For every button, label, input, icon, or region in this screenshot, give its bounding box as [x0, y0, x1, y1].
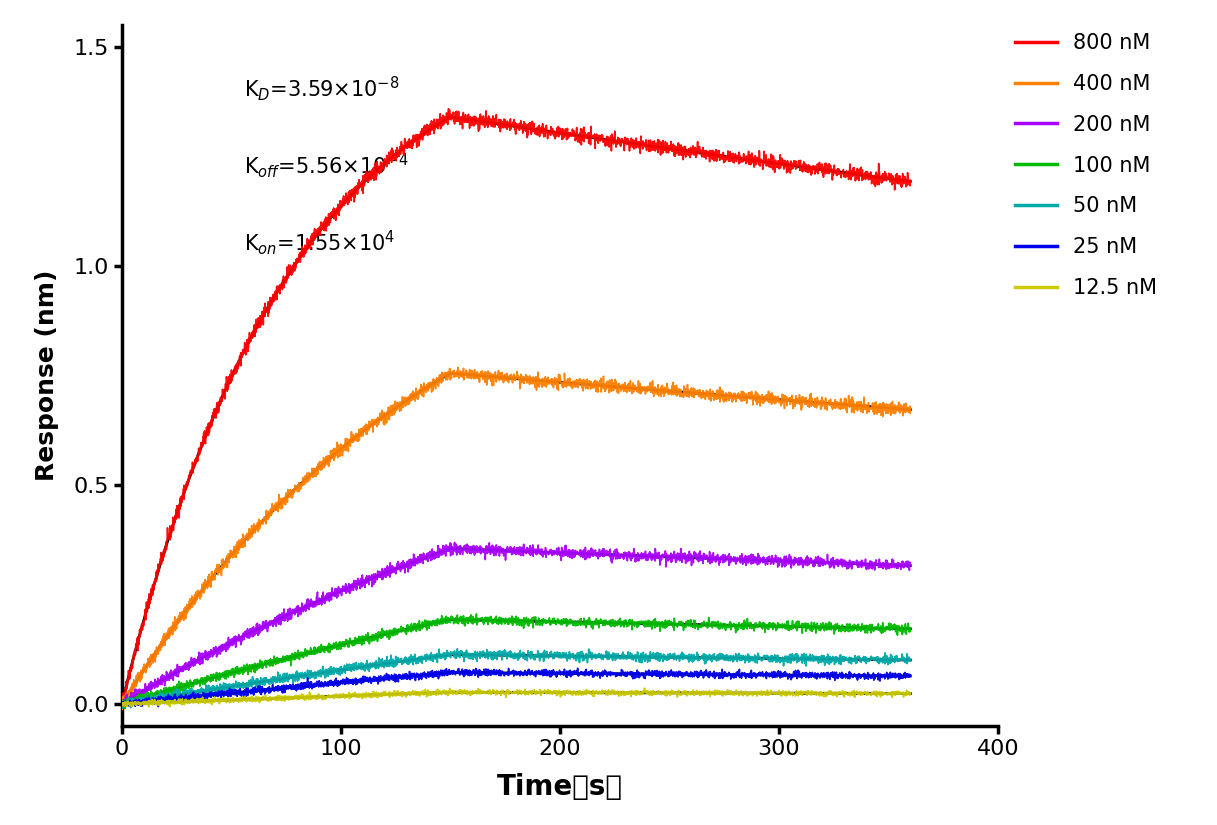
Y-axis label: Response (nm): Response (nm) [35, 270, 60, 481]
Legend: 800 nM, 400 nM, 200 nM, 100 nM, 50 nM, 25 nM, 12.5 nM: 800 nM, 400 nM, 200 nM, 100 nM, 50 nM, 2… [1006, 25, 1166, 306]
Text: K$_{on}$=1.55×10$^{4}$: K$_{on}$=1.55×10$^{4}$ [245, 228, 396, 257]
Text: K$_D$=3.59×10$^{-8}$: K$_D$=3.59×10$^{-8}$ [245, 74, 399, 102]
Text: K$_{off}$=5.56×10$^{-4}$: K$_{off}$=5.56×10$^{-4}$ [245, 151, 409, 180]
X-axis label: Time（s）: Time（s） [497, 773, 623, 801]
